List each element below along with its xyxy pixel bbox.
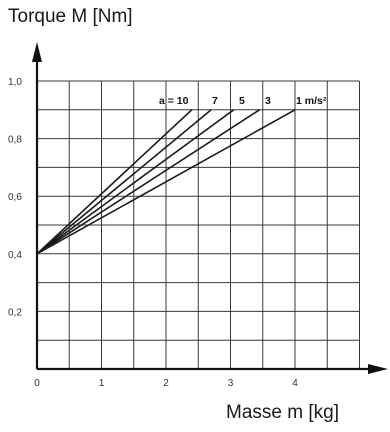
y-axis-arrow [32,42,42,62]
series-label-5: 5 [239,95,245,107]
y-tick-label: 1,0 [8,77,22,88]
chart-grid [37,81,360,369]
series-label-1-unit: 1 m/s² [296,95,327,107]
x-tick-label: 2 [163,378,169,389]
x-axis-arrow [368,364,388,374]
chart-series-annotations: a = 10 7 5 3 1 m/s² [159,95,327,107]
x-tick-label: 1 [99,378,105,389]
chart-tick-labels: 0,2 0,4 0,6 0,8 1,0 0 1 2 3 4 [8,77,298,389]
series-line-a-10 [37,110,192,254]
x-tick-label: 4 [292,378,298,389]
x-tick-label: 0 [34,378,40,389]
y-tick-label: 0,4 [8,250,22,261]
series-label-a-10: a = 10 [159,95,189,107]
series-line-a-5 [37,110,234,254]
series-line-a-3 [37,110,260,254]
y-tick-label: 0,2 [8,307,22,318]
series-label-7: 7 [212,95,218,107]
series-label-3: 3 [265,95,271,107]
y-tick-label: 0,8 [8,135,22,146]
x-tick-label: 3 [228,378,234,389]
y-tick-label: 0,6 [8,192,22,203]
series-line-a-7 [37,110,211,254]
